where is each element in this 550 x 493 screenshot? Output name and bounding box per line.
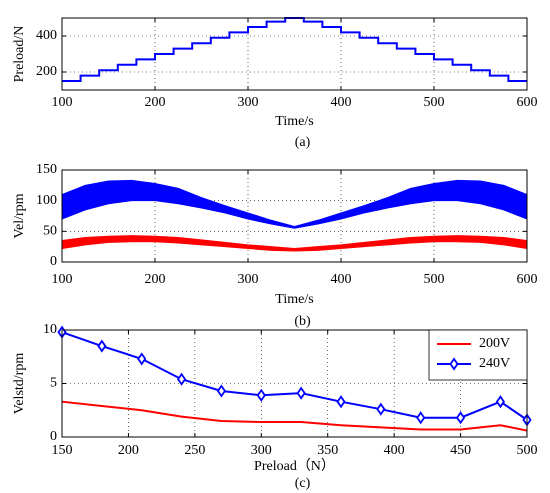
x-tick-label: 400 [331, 272, 352, 287]
axes-frame [61, 17, 528, 91]
y-tick-label: 400 [36, 28, 57, 43]
legend-label: 200V [479, 336, 510, 351]
y-tick-label: 50 [43, 224, 57, 239]
data-point [137, 352, 147, 366]
x-tick-label: 500 [424, 95, 445, 110]
y-tick-label: 200 [36, 64, 57, 79]
x-tick-label: 400 [331, 95, 352, 110]
x-tick-label: 350 [317, 443, 338, 458]
legend-marker [449, 357, 459, 371]
data-point [256, 388, 266, 402]
x-tick-label: 500 [517, 443, 538, 458]
axes-frame [61, 329, 528, 438]
caption: (c) [295, 476, 311, 491]
data-point [296, 386, 306, 400]
x-tick-label: 100 [52, 95, 73, 110]
x-tick-label: 400 [384, 443, 405, 458]
x-axis-label: Preload（N） [254, 458, 335, 474]
data-point [416, 411, 426, 425]
x-tick-label: 300 [251, 443, 272, 458]
legend-box [428, 329, 528, 381]
data-point [216, 384, 227, 398]
panel: 100 200 300 400 500 600 0 50 100 150 Time/s Vel/rpm… [12, 162, 537, 329]
plot-area [62, 18, 527, 90]
y-tick-label: 0 [50, 254, 57, 269]
axes-frame [61, 169, 528, 263]
x-tick-label: 450 [450, 443, 471, 458]
data-line [61, 400, 528, 432]
x-tick-label: 200 [118, 443, 139, 458]
x-tick-label: 600 [517, 272, 538, 287]
y-tick-label: 10 [43, 322, 57, 337]
x-axis-label: Time/s [275, 292, 313, 307]
caption: (a) [295, 135, 311, 150]
x-tick-label: 150 [52, 443, 73, 458]
data-point [97, 339, 107, 353]
x-axis-label: Time/s [275, 114, 313, 129]
caption: (b) [294, 314, 311, 329]
data-point [495, 395, 506, 409]
x-tick-label: 100 [52, 272, 73, 287]
data-point [336, 395, 346, 409]
x-tick-label: 250 [184, 443, 205, 458]
x-tick-label: 200 [145, 272, 166, 287]
x-tick-label: 600 [517, 95, 538, 110]
x-tick-label: 300 [238, 272, 259, 287]
x-tick-label: 200 [145, 95, 166, 110]
panel: 100 200 300 400 500 600 200 400 Time/s Preload/N (… [12, 17, 538, 150]
legend-label: 240V [479, 356, 510, 371]
data-point [376, 402, 386, 416]
data-point [176, 372, 187, 386]
x-tick-label: 500 [424, 272, 445, 287]
y-tick-label: 5 [50, 376, 57, 391]
y-tick-label: 100 [36, 193, 57, 208]
y-axis-label: Vel/rpm [12, 193, 27, 238]
y-tick-label: 150 [36, 162, 57, 177]
y-axis-label: Preload/N [12, 26, 27, 83]
y-tick-label: 0 [50, 429, 57, 444]
data-point [455, 411, 466, 425]
y-axis-label: Velstd/rpm [12, 353, 27, 415]
x-tick-label: 300 [238, 95, 259, 110]
panel: 150 200 250 300 350 400 450 500 0 5 10 Preload（N） Ve… [12, 322, 537, 491]
